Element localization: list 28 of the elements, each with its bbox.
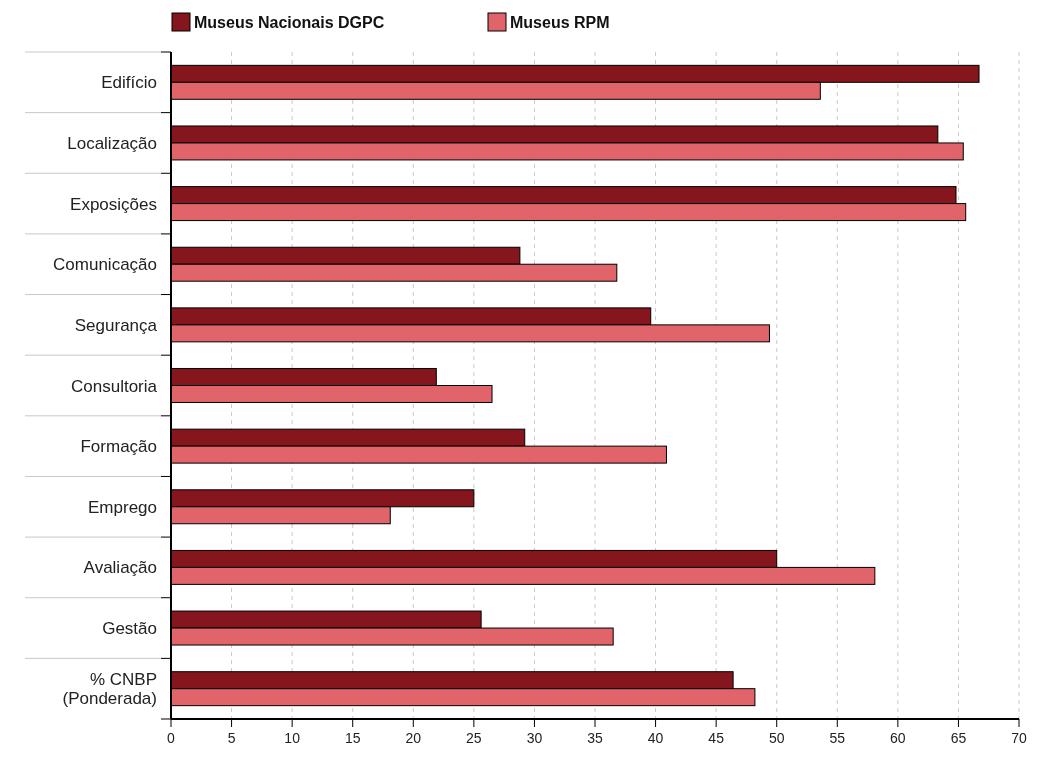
legend-label: Museus RPM <box>510 14 610 31</box>
x-tick-label: 50 <box>768 730 785 746</box>
y-tick-label: Localização <box>67 133 157 153</box>
x-tick-label: 0 <box>167 730 176 746</box>
y-tick-label: Gestão <box>102 619 157 639</box>
x-tick-label: 55 <box>829 730 846 746</box>
x-tick-label: 35 <box>587 730 603 746</box>
x-tick-label: 25 <box>466 730 482 746</box>
x-tick-label: 30 <box>526 730 543 746</box>
x-tick-label: 5 <box>227 730 236 746</box>
x-tick-label: 70 <box>1011 730 1027 746</box>
y-tick-label: Avaliação <box>83 558 157 578</box>
y-tick-label: Formação <box>80 437 157 457</box>
y-tick-label: % CNBP (Ponderada) <box>62 670 157 709</box>
x-tick-label: 45 <box>708 730 725 746</box>
x-tick-label: 65 <box>950 730 967 746</box>
y-tick-label: Edifício <box>101 73 157 93</box>
y-tick-label: Segurança <box>74 315 158 335</box>
x-tick-label: 40 <box>647 730 664 746</box>
y-tick-label: Consultoria <box>71 376 158 396</box>
x-tick-label: 10 <box>284 730 301 746</box>
y-tick-label: Comunicação <box>53 255 157 275</box>
x-tick-label: 20 <box>405 730 422 746</box>
x-tick-label: 15 <box>344 730 361 746</box>
y-tick-label: Emprego <box>88 497 157 517</box>
x-tick-label: 60 <box>890 730 906 746</box>
legend-label: Museus Nacionais DGPC <box>194 14 385 31</box>
y-tick-label: Exposições <box>70 194 157 214</box>
